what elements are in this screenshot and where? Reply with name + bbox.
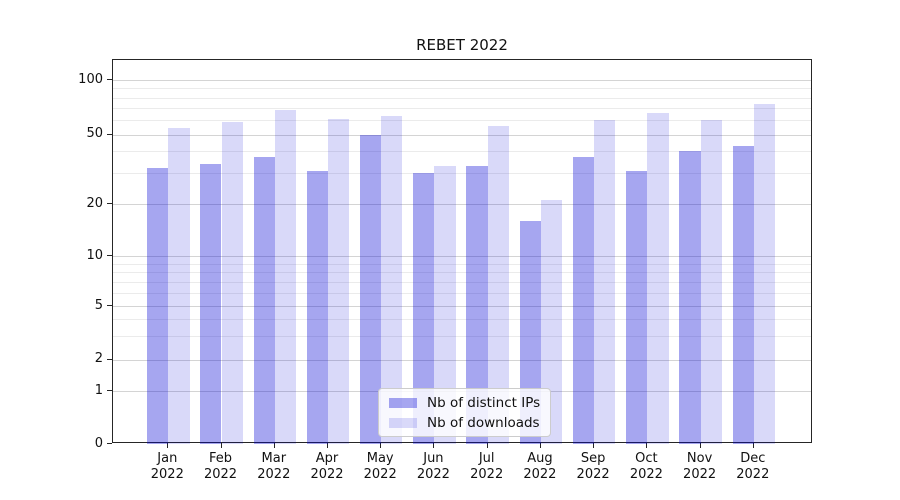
x-tick-mark [167, 443, 169, 448]
bar-downloads-oct [647, 112, 669, 444]
bar-distinct-ips-jul [466, 166, 488, 444]
bar-distinct-ips-jun [413, 173, 435, 444]
grid-major-line [113, 134, 811, 136]
bar-downloads-nov [700, 120, 722, 444]
x-tick-label: Mar 2022 [257, 451, 291, 482]
bar-distinct-ips-dec [732, 145, 754, 444]
x-tick-mark [433, 443, 435, 448]
x-tick-label: Sep 2022 [576, 451, 610, 482]
y-tick-mark [107, 390, 112, 391]
y-tick-mark [107, 443, 112, 444]
y-tick-label: 10 [86, 247, 103, 263]
legend-label-ips: Nb of distinct IPs [427, 394, 541, 411]
y-tick-label: 0 [94, 435, 103, 451]
y-tick-mark [107, 358, 112, 360]
x-tick-label: Dec 2022 [736, 451, 770, 482]
bar-downloads-mar [274, 110, 297, 444]
x-tick-mark [327, 443, 328, 448]
bar-distinct-ips-sep [572, 157, 595, 444]
grid-minor-line [113, 335, 811, 337]
x-tick-mark [380, 443, 382, 448]
grid-major-line [113, 204, 811, 205]
x-tick-label: Aug 2022 [523, 451, 557, 482]
x-tick-label: Apr 2022 [310, 451, 344, 482]
bar-distinct-ips-jan [147, 168, 169, 444]
bar-downloads-jul [487, 125, 509, 444]
grid-minor-line [113, 292, 811, 294]
grid-minor-line [113, 120, 811, 122]
grid-minor-line [113, 319, 811, 320]
y-tick-mark [107, 133, 112, 135]
y-tick-label: 20 [86, 195, 103, 211]
y-tick-mark [107, 203, 112, 204]
x-tick-label: Feb 2022 [203, 451, 238, 482]
bar-downloads-aug [540, 200, 563, 444]
bar-distinct-ips-mar [253, 157, 275, 444]
grid-minor-line [113, 281, 811, 283]
chart-title: REBET 2022 [416, 36, 508, 54]
y-tick-label: 1 [94, 382, 103, 398]
grid-minor-line [113, 151, 811, 153]
x-tick-mark [699, 443, 701, 448]
x-tick-mark [646, 443, 648, 448]
grid-minor-line [113, 88, 811, 90]
y-tick-label: 2 [94, 351, 103, 366]
x-tick-label: Oct 2022 [629, 451, 663, 482]
x-tick-mark [273, 443, 275, 448]
x-tick-label: Nov 2022 [683, 451, 717, 482]
grid-minor-line [113, 272, 811, 274]
x-tick-label: Jul 2022 [470, 451, 504, 482]
bar-downloads-jun [434, 166, 456, 444]
grid-minor-line [113, 263, 811, 265]
bar-distinct-ips-oct [626, 170, 648, 444]
bar-downloads-may [381, 116, 403, 444]
bar-distinct-ips-may [359, 134, 382, 444]
grid-minor-line [113, 173, 811, 175]
bar-distinct-ips-apr [306, 170, 328, 444]
legend-item-distinct-ips: Nb of distinct IPs [389, 394, 541, 411]
bar-downloads-apr [328, 118, 350, 444]
bar-downloads-dec [753, 103, 776, 444]
legend-item-downloads: Nb of downloads [389, 414, 540, 431]
grid-major-line [113, 256, 811, 257]
grid-minor-line [113, 108, 811, 109]
grid-minor-line [113, 97, 811, 99]
y-tick-label: 5 [94, 297, 103, 313]
plot-area: Nb of distinct IPs Nb of downloads [112, 59, 812, 444]
bar-distinct-ips-feb [200, 163, 222, 444]
x-tick-label: Jun 2022 [416, 451, 450, 482]
bar-downloads-feb [221, 121, 243, 444]
grid-major-line [113, 359, 811, 361]
x-tick-label: Jan 2022 [150, 451, 184, 482]
x-tick-mark [539, 443, 541, 448]
grid-major-line [113, 80, 811, 81]
x-tick-mark [220, 443, 222, 448]
bar-distinct-ips-nov [679, 151, 701, 444]
y-tick-mark [107, 255, 112, 256]
y-tick-mark [107, 79, 112, 80]
legend-label-downloads: Nb of downloads [427, 414, 540, 431]
bar-downloads-jan [168, 128, 190, 444]
legend: Nb of distinct IPs Nb of downloads [378, 388, 552, 437]
legend-swatch-ips [389, 397, 417, 408]
x-tick-mark [752, 443, 754, 448]
bar-downloads-sep [594, 120, 616, 444]
grid-major-line [113, 306, 811, 307]
y-tick-label: 50 [86, 126, 103, 141]
x-tick-label: May 2022 [363, 451, 397, 482]
x-tick-mark [593, 443, 595, 448]
y-tick-label: 100 [78, 71, 103, 87]
y-tick-mark [107, 305, 112, 306]
x-tick-mark [486, 443, 488, 448]
legend-swatch-downloads [389, 417, 417, 428]
